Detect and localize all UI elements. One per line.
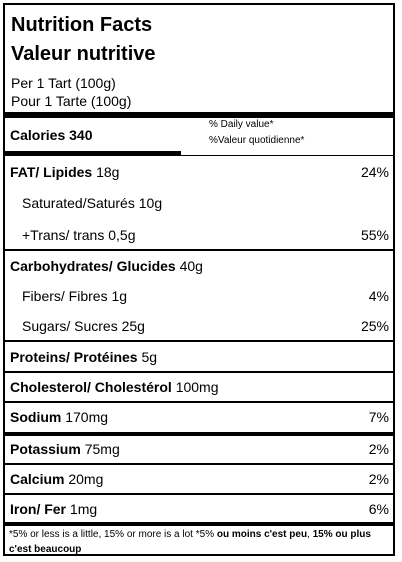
fibers-label: Fibers/ Fibres 1g [22,288,127,304]
nutrition-facts-panel: Nutrition Facts Valeur nutritive Per 1 T… [3,3,395,556]
divider [5,463,393,465]
saturated-label: Saturated/Saturés [22,195,135,211]
carbohydrates-amount: 40g [180,258,203,274]
cholesterol-label: Cholesterol/ Cholestérol [10,379,172,395]
sodium-daily-value: 7% [369,409,389,425]
sugars-label: Sugars/ Sucres [22,318,118,334]
carbohydrates-row: Carbohydrates/ Glucides 40g [5,258,393,278]
iron-daily-value: 6% [369,501,389,517]
carbohydrates-label: Carbohydrates/ Glucides [10,258,176,274]
fibers-daily-value: 4% [369,288,389,304]
saturated-row: Saturated/Saturés 10g [5,195,393,215]
daily-value-heading-english: % Daily value* [209,118,273,131]
iron-label: Iron/ Fer [10,501,66,517]
serving-size-french: Pour 1 Tarte (100g) [11,92,131,110]
saturated-amount: 10g [139,195,162,211]
potassium-label: Potassium [10,441,81,457]
proteins-label: Proteins/ Protéines [10,349,138,365]
sugars-daily-value: 25% [361,318,389,334]
divider [5,340,393,342]
sodium-amount: 170mg [65,409,108,425]
proteins-row: Proteins/ Protéines 5g [5,349,393,369]
divider [5,493,393,495]
thick-divider [5,112,393,118]
fat-amount: 18g [96,164,119,180]
trans-daily-value: 55% [361,227,389,243]
fibers-row: Fibers/ Fibres 1g 4% [5,288,393,308]
proteins-amount: 5g [141,349,157,365]
footnote: *5% or less is a little, 15% or more is … [9,527,387,557]
fat-row: FAT/ Lipides 18g 24% [5,164,393,184]
iron-row: Iron/ Fer 1mg 6% [5,501,393,521]
footnote-english: *5% or less is a little, 15% or more is … [9,529,217,540]
divider [5,155,393,156]
fat-label: FAT/ Lipides [10,164,92,180]
trans-label: +Trans/ trans 0,5g [22,227,135,243]
sodium-label: Sodium [10,409,61,425]
cholesterol-amount: 100mg [176,379,219,395]
serving-size-english: Per 1 Tart (100g) [11,74,116,92]
cholesterol-row: Cholesterol/ Cholestérol 100mg [5,379,393,399]
calcium-amount: 20mg [68,471,103,487]
calories-label: Calories 340 [10,127,93,143]
title-french: Valeur nutritive [11,42,156,66]
calcium-row: Calcium 20mg 2% [5,471,393,491]
sugars-amount: 25g [122,318,145,334]
calcium-label: Calcium [10,471,64,487]
potassium-daily-value: 2% [369,441,389,457]
thick-divider [5,522,393,526]
trans-row: +Trans/ trans 0,5g 55% [5,227,393,247]
footnote-french-little: ou moins c'est peu [217,529,307,540]
iron-amount: 1mg [70,501,97,517]
divider [5,401,393,403]
title-english: Nutrition Facts [11,13,152,37]
potassium-row: Potassium 75mg 2% [5,441,393,461]
thick-divider [5,432,393,436]
calcium-daily-value: 2% [369,471,389,487]
sugars-row: Sugars/ Sucres 25g 25% [5,318,393,338]
divider [5,249,393,251]
calories-row: Calories 340 [5,127,393,147]
potassium-amount: 75mg [85,441,120,457]
daily-value-heading-french: %Valeur quotidienne* [209,134,304,147]
divider [5,371,393,373]
sodium-row: Sodium 170mg 7% [5,409,393,429]
fat-daily-value: 24% [361,164,389,180]
